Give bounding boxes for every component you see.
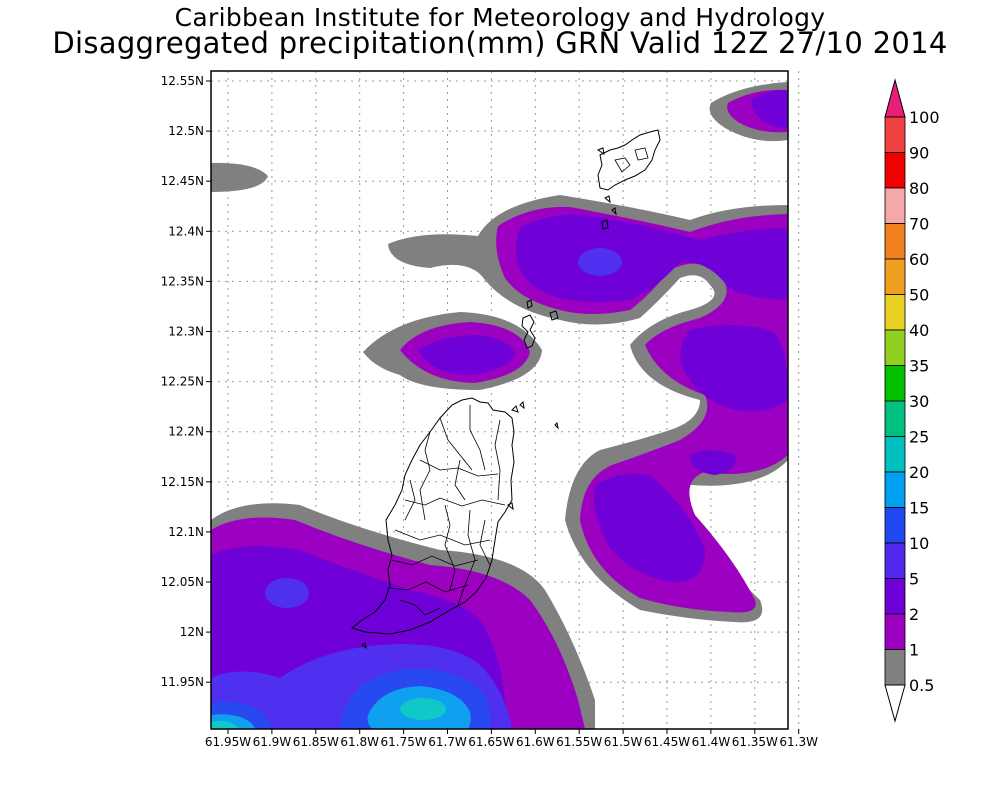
legend-swatch [884,223,906,260]
legend-label: 70 [909,215,929,234]
legend-label: 5 [909,570,919,589]
lon-tick-label: 61.7W [428,735,467,749]
legend-label: 60 [909,250,929,269]
lon-tick-label: 61.75W [380,735,426,749]
lat-tick-label: 12.1N [168,525,204,539]
legend-swatch [884,471,906,508]
lat-tick-label: 12.05N [161,575,204,589]
legend-label: 20 [909,463,929,482]
lat-tick-label: 12.45N [161,174,204,188]
northern-grenadines [597,129,661,191]
legend-swatch [884,613,906,650]
lat-tick-label: 12.4N [168,224,204,238]
map-frame [210,70,789,730]
legend-swatch [884,365,906,402]
legend-arrow-bottom [884,684,906,723]
longitude-axis: 61.95W 61.9W 61.85W 61.8W 61.75W 61.7W 61.65W 6… [205,729,818,749]
coastlines [350,129,661,650]
legend-swatch [884,294,906,331]
chart-title: Caribbean Institute for Meteorology and … [174,3,826,32]
lon-tick-label: 61.95W [205,735,251,749]
legend-label: 1 [909,641,919,660]
legend-swatch [884,258,906,295]
legend-swatch [884,116,906,153]
lon-tick-label: 61.8W [340,735,379,749]
carriacou-island [521,314,536,349]
lon-tick-label: 61.65W [468,735,514,749]
legend-swatch [884,152,906,189]
precipitation-field [211,82,788,729]
lon-tick-label: 61.3W [779,735,818,749]
legend-label: 0.5 [909,676,934,695]
lat-tick-label: 12.3N [168,325,204,339]
lon-tick-label: 61.85W [293,735,339,749]
legend-swatch [884,649,906,686]
legend-label: 30 [909,392,929,411]
lon-tick-label: 61.4W [692,735,731,749]
lat-tick-label: 11.95N [161,675,204,689]
legend-swatch [884,329,906,366]
lon-tick-label: 61.9W [253,735,292,749]
lon-tick-label: 61.45W [644,735,690,749]
lat-tick-label: 12.55N [161,74,204,88]
lon-tick-label: 61.35W [732,735,778,749]
legend-label: 50 [909,286,929,305]
legend-swatch [884,436,906,473]
legend-label: 90 [909,144,929,163]
lat-tick-label: 12.25N [161,375,204,389]
legend-label: 40 [909,321,929,340]
lat-tick-label: 12N [180,625,204,639]
lon-tick-label: 61.55W [556,735,602,749]
precip-level-20 [211,698,446,729]
legend-label: 15 [909,499,929,518]
lat-tick-label: 12.35N [161,274,204,288]
lat-tick-label: 12.15N [161,475,204,489]
legend-arrow-top [884,78,906,118]
legend-label: 35 [909,357,929,376]
legend-label: 2 [909,605,919,624]
legend-swatch [884,578,906,615]
lon-tick-label: 61.6W [516,735,555,749]
legend-label: 80 [909,179,929,198]
legend-label: 25 [909,428,929,447]
legend-swatch [884,507,906,544]
lat-tick-label: 12.2N [168,425,204,439]
color-legend: 100 90 80 70 60 50 40 35 30 25 20 15 10 5 2 1 0.5 [884,78,940,723]
legend-swatch [884,187,906,224]
latitude-axis: 12.55N 12.5N 12.45N 12.4N 12.35N 12.3N 12.25N 1… [161,74,211,689]
legend-label: 100 [909,108,940,127]
legend-label: 10 [909,534,929,553]
legend-swatch [884,542,906,579]
grenada-island [350,397,515,635]
chart-subtitle: Disaggregated precipitation(mm) GRN Vali… [52,26,948,60]
lon-tick-label: 61.5W [604,735,643,749]
legend-swatch [884,400,906,437]
lat-tick-label: 12.5N [168,124,204,138]
